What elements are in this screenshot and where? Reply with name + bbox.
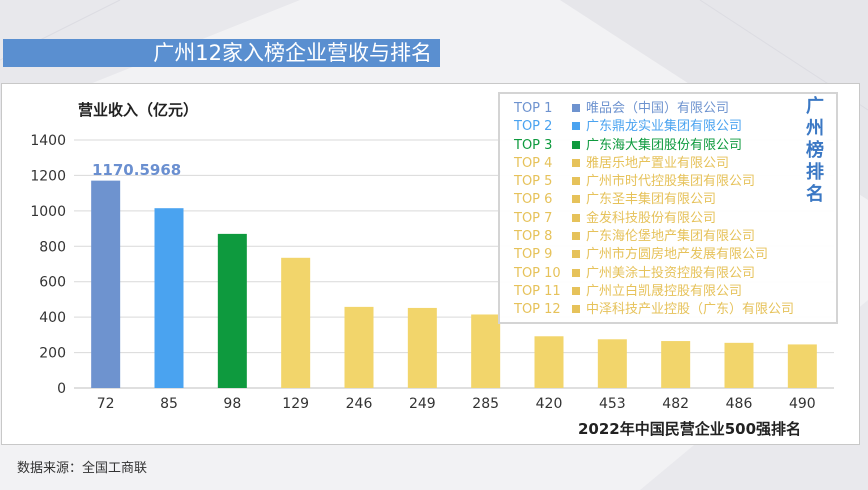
bar — [154, 208, 184, 388]
legend-company-name: 广州美涂士投资控股有限公司 — [586, 265, 756, 281]
legend-rank: TOP 11 — [514, 283, 561, 299]
legend-company-name: 雅居乐地产置业有限公司 — [586, 155, 730, 171]
bar — [661, 341, 691, 388]
legend-item: TOP 12 中泽科技产业控股（广东）有限公司 — [514, 301, 794, 319]
top-bar-annotation: 1170.5968 — [92, 161, 182, 179]
legend-item: TOP 4 雅居乐地产置业有限公司 — [514, 155, 794, 173]
x-tick-label: 98 — [223, 396, 241, 412]
legend-swatch — [572, 250, 580, 259]
x-tick-label: 246 — [346, 396, 373, 412]
legend-rank: TOP 12 — [514, 302, 561, 318]
y-tick-label: 1200 — [30, 168, 66, 184]
legend-company-name: 广东鼎龙实业集团有限公司 — [586, 119, 743, 135]
legend-company-name: 广州立白凯晟控股有限公司 — [586, 283, 743, 299]
y-tick-label: 400 — [39, 310, 66, 326]
bar — [534, 336, 564, 388]
page-title: 广州12家入榜企业营收与排名 — [3, 39, 440, 67]
legend-company-name: 唯品会（中国）有限公司 — [586, 101, 730, 116]
legend-title-char: 榜 — [806, 140, 824, 161]
legend-title: 广州榜排名 — [804, 96, 826, 206]
legend-item: TOP 11 广州立白凯晟控股有限公司 — [514, 283, 794, 301]
legend-rank: TOP 1 — [514, 101, 553, 116]
legend-rank: TOP 7 — [514, 210, 553, 226]
legend-rank: TOP 2 — [514, 119, 553, 135]
legend-swatch — [572, 195, 580, 204]
legend-swatch — [572, 286, 580, 295]
legend-rank: TOP 3 — [514, 137, 553, 153]
x-tick-label: 85 — [160, 396, 178, 412]
legend-swatch — [572, 158, 580, 167]
legend-rank: TOP 10 — [514, 265, 561, 281]
legend-swatch — [572, 122, 580, 131]
legend-item: TOP 1 唯品会（中国）有限公司 — [514, 100, 794, 118]
legend-swatch — [572, 177, 580, 186]
y-tick-label: 600 — [39, 275, 66, 291]
legend-item: TOP 5 广州市时代控股集团有限公司 — [514, 173, 794, 191]
y-axis-label: 营业收入（亿元） — [78, 101, 199, 119]
legend-swatch — [572, 268, 580, 277]
legend-item: TOP 8 广东海伦堡地产集团有限公司 — [514, 228, 794, 246]
legend-title-char: 州 — [806, 118, 824, 139]
y-tick-label: 0 — [57, 381, 66, 397]
legend-company-name: 广州市方圆房地产发展有限公司 — [586, 247, 769, 263]
legend-swatch — [572, 140, 580, 149]
x-tick-label: 453 — [599, 396, 626, 412]
legend-company-name: 广东海大集团股份有限公司 — [586, 137, 743, 153]
y-tick-label: 1000 — [30, 204, 66, 220]
bar — [471, 314, 501, 388]
legend-title-char: 名 — [806, 184, 824, 205]
legend-swatch — [572, 305, 580, 314]
legend-swatch — [572, 213, 580, 222]
x-tick-label: 249 — [409, 396, 436, 412]
bar — [787, 344, 817, 388]
x-tick-label: 490 — [789, 396, 816, 412]
data-source: 数据来源：全国工商联 — [17, 461, 148, 476]
legend-company-name: 中泽科技产业控股（广东）有限公司 — [586, 302, 795, 318]
x-tick-label: 482 — [662, 396, 689, 412]
legend-item: TOP 6 广东圣丰集团有限公司 — [514, 191, 794, 209]
x-tick-label: 72 — [97, 396, 115, 412]
legend-rank: TOP 9 — [514, 247, 553, 263]
x-tick-label: 129 — [282, 396, 309, 412]
legend-company-name: 广州市时代控股集团有限公司 — [586, 174, 756, 190]
legend-rank: TOP 4 — [514, 155, 553, 171]
y-tick-label: 800 — [39, 239, 66, 255]
legend-rank: TOP 5 — [514, 174, 553, 190]
y-tick-label: 200 — [39, 346, 66, 362]
legend-title-char: 排 — [806, 162, 824, 183]
legend-list: TOP 1 唯品会（中国）有限公司 TOP 2 广东鼎龙实业集团有限公司 TOP 3 广东… — [514, 100, 794, 320]
x-axis-label: 2022年中国民营企业500强排名 — [578, 420, 802, 438]
legend-swatch — [572, 104, 580, 112]
bar — [217, 233, 247, 388]
legend-title-char: 广 — [806, 96, 824, 117]
legend-item: TOP 9 广州市方圆房地产发展有限公司 — [514, 246, 794, 264]
x-tick-label: 486 — [726, 396, 753, 412]
bar — [91, 180, 121, 388]
bar — [344, 306, 374, 388]
legend-item: TOP 2 广东鼎龙实业集团有限公司 — [514, 118, 794, 136]
legend-item: TOP 3 广东海大集团股份有限公司 — [514, 137, 794, 155]
legend-rank: TOP 6 — [514, 192, 553, 208]
legend-item: TOP 7 金发科技股份有限公司 — [514, 210, 794, 228]
legend-rank: TOP 8 — [514, 229, 553, 245]
bar — [724, 342, 754, 388]
legend: TOP 1 唯品会（中国）有限公司 TOP 2 广东鼎龙实业集团有限公司 TOP 3 广东… — [498, 92, 838, 324]
x-tick-label: 285 — [472, 396, 499, 412]
legend-company-name: 广东海伦堡地产集团有限公司 — [586, 229, 756, 245]
bar — [407, 307, 437, 388]
legend-company-name: 广东圣丰集团有限公司 — [586, 192, 717, 208]
bar — [597, 339, 627, 388]
y-tick-label: 1400 — [30, 133, 66, 149]
x-tick-label: 420 — [536, 396, 563, 412]
legend-company-name: 金发科技股份有限公司 — [586, 210, 717, 226]
bar — [281, 257, 311, 388]
legend-swatch — [572, 232, 580, 241]
legend-item: TOP 10 广州美涂士投资控股有限公司 — [514, 265, 794, 283]
